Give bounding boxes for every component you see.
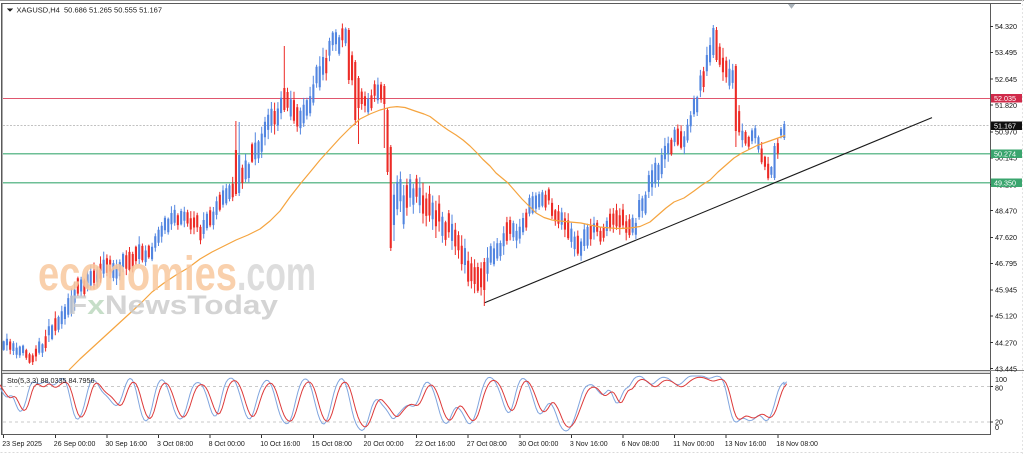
svg-text:20: 20 [995, 418, 1003, 427]
svg-text:.com: .com [237, 248, 316, 301]
svg-text:30 Oct 00:00: 30 Oct 00:00 [518, 441, 558, 448]
svg-text:100: 100 [995, 375, 1007, 384]
svg-text:52.645: 52.645 [995, 75, 1017, 84]
svg-text:53.495: 53.495 [995, 48, 1017, 57]
svg-text:8 Oct 00:00: 8 Oct 00:00 [209, 441, 245, 448]
svg-text:30 Sep 16:00: 30 Sep 16:00 [105, 441, 147, 448]
svg-text:18 Nov 08:00: 18 Nov 08:00 [776, 441, 818, 448]
svg-text:50.274: 50.274 [994, 150, 1016, 159]
svg-text:44.270: 44.270 [995, 338, 1017, 347]
svg-text:15 Oct 08:00: 15 Oct 08:00 [312, 441, 352, 448]
svg-text:26 Sep 00:00: 26 Sep 00:00 [54, 441, 96, 448]
svg-text:10 Oct 16:00: 10 Oct 16:00 [260, 441, 300, 448]
svg-text:52.035: 52.035 [994, 94, 1016, 103]
svg-text:48.470: 48.470 [995, 206, 1017, 215]
svg-text:51.820: 51.820 [995, 101, 1017, 110]
svg-text:20 Oct 00:00: 20 Oct 00:00 [364, 441, 404, 448]
svg-text:23 Sep 2025: 23 Sep 2025 [2, 441, 42, 448]
svg-text:46.795: 46.795 [995, 259, 1017, 268]
svg-text:3 Nov 16:00: 3 Nov 16:00 [570, 441, 608, 448]
svg-text:economies: economies [38, 248, 237, 301]
svg-text:49.350: 49.350 [994, 179, 1016, 188]
svg-text:3 Oct 08:00: 3 Oct 08:00 [157, 441, 193, 448]
svg-text:13 Nov 16:00: 13 Nov 16:00 [725, 441, 767, 448]
svg-text:47.620: 47.620 [995, 233, 1017, 242]
svg-text:27 Oct 08:00: 27 Oct 08:00 [467, 441, 507, 448]
svg-text:50.970: 50.970 [995, 128, 1017, 137]
svg-text:Sto(5,3,3) 88.0335 84.7956: Sto(5,3,3) 88.0335 84.7956 [7, 376, 95, 385]
svg-text:80: 80 [995, 384, 1003, 393]
svg-text:51.167: 51.167 [994, 122, 1016, 131]
svg-text:54.320: 54.320 [995, 22, 1017, 31]
svg-text:6 Nov 08:00: 6 Nov 08:00 [622, 441, 660, 448]
svg-text:22 Oct 16:00: 22 Oct 16:00 [415, 441, 455, 448]
svg-text:43.445: 43.445 [995, 364, 1017, 373]
svg-text:XAGUSD,H4 50.686 51.265 50.55: XAGUSD,H4 50.686 51.265 50.555 51.167 [17, 6, 163, 15]
svg-text:45.945: 45.945 [995, 286, 1017, 295]
svg-text:0: 0 [995, 423, 999, 432]
svg-text:45.120: 45.120 [995, 312, 1017, 321]
svg-text:11 Nov 00:00: 11 Nov 00:00 [673, 441, 714, 448]
